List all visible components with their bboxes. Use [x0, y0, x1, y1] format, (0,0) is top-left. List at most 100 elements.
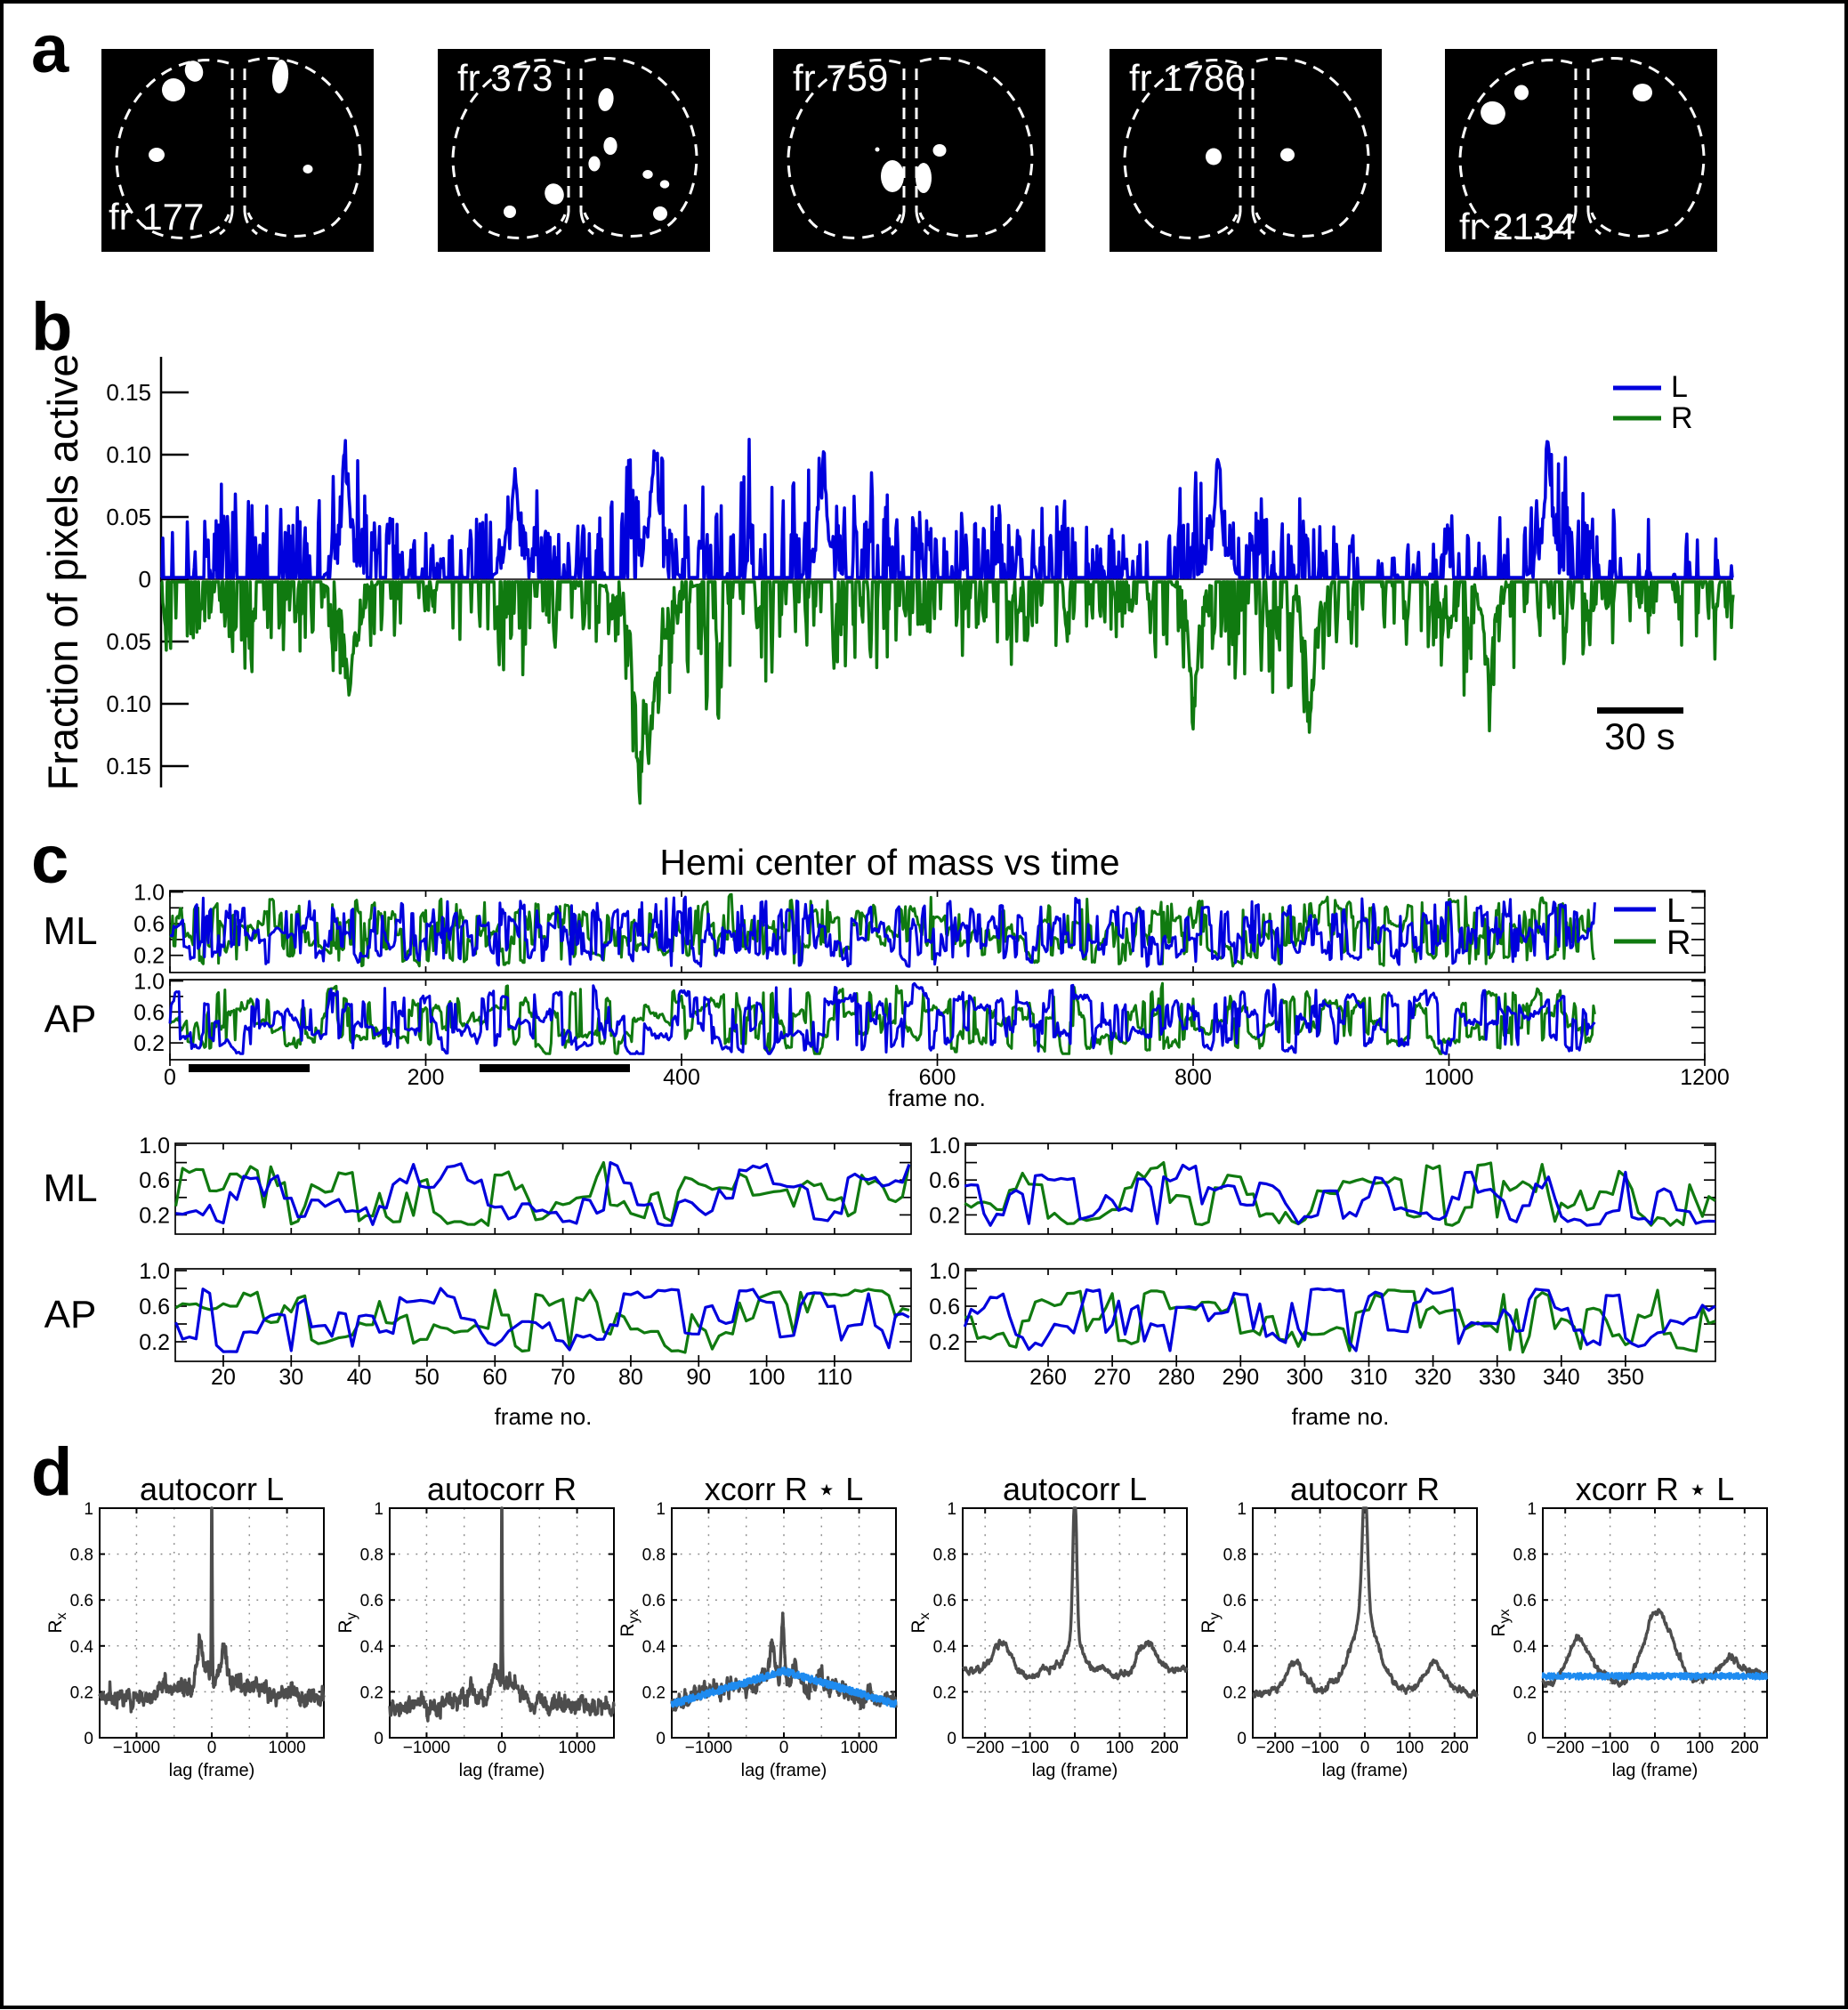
- svg-text:100: 100: [1106, 1739, 1134, 1757]
- svg-text:L: L: [1671, 370, 1688, 404]
- svg-text:0.10: 0.10: [106, 441, 151, 468]
- svg-text:0: 0: [947, 1730, 956, 1748]
- svg-text:1.0: 1.0: [139, 1259, 170, 1284]
- svg-text:340: 340: [1543, 1365, 1580, 1390]
- svg-text:400: 400: [663, 1065, 700, 1090]
- svg-text:0: 0: [374, 1730, 383, 1748]
- svg-text:280: 280: [1158, 1365, 1195, 1390]
- svg-text:100: 100: [1396, 1739, 1424, 1757]
- svg-text:0.6: 0.6: [1223, 1592, 1247, 1610]
- svg-text:1.0: 1.0: [929, 1134, 960, 1158]
- svg-text:Fraction of pixels active: Fraction of pixels active: [39, 353, 86, 790]
- svg-text:0.15: 0.15: [106, 379, 151, 406]
- svg-text:lag (frame): lag (frame): [1612, 1761, 1699, 1780]
- svg-text:0.8: 0.8: [642, 1546, 666, 1565]
- svg-text:fr 2134: fr 2134: [1459, 206, 1576, 247]
- svg-text:frame no.: frame no.: [888, 1085, 986, 1111]
- svg-text:320: 320: [1415, 1365, 1452, 1390]
- svg-text:270: 270: [1093, 1365, 1131, 1390]
- svg-text:0.4: 0.4: [1513, 1638, 1537, 1657]
- svg-text:0.6: 0.6: [929, 1295, 960, 1320]
- svg-text:30 s: 30 s: [1604, 715, 1674, 757]
- svg-text:330: 330: [1479, 1365, 1516, 1390]
- svg-text:0: 0: [1650, 1739, 1660, 1757]
- svg-text:0: 0: [84, 1730, 93, 1748]
- svg-text:−1000: −1000: [403, 1739, 450, 1757]
- svg-text:0.8: 0.8: [1223, 1546, 1247, 1565]
- svg-text:Hemi center of mass vs time: Hemi center of mass vs time: [659, 842, 1119, 883]
- svg-text:0.10: 0.10: [106, 690, 151, 717]
- svg-text:1000: 1000: [558, 1739, 595, 1757]
- svg-text:1.0: 1.0: [929, 1259, 960, 1284]
- svg-text:0.8: 0.8: [360, 1546, 383, 1565]
- svg-text:autocorr L: autocorr L: [1003, 1471, 1147, 1507]
- svg-text:−1000: −1000: [685, 1739, 732, 1757]
- svg-text:0: 0: [1360, 1739, 1370, 1757]
- svg-text:fr 759: fr 759: [793, 57, 888, 99]
- svg-text:1000: 1000: [840, 1739, 877, 1757]
- svg-text:0: 0: [779, 1739, 789, 1757]
- svg-text:1000: 1000: [268, 1739, 305, 1757]
- svg-text:0.6: 0.6: [133, 912, 165, 937]
- svg-text:frame no.: frame no.: [1292, 1403, 1390, 1430]
- svg-text:1.0: 1.0: [139, 1134, 170, 1158]
- svg-text:R: R: [1671, 401, 1693, 435]
- svg-text:fr 373: fr 373: [457, 57, 553, 99]
- svg-text:0.2: 0.2: [929, 1203, 960, 1228]
- svg-text:0.2: 0.2: [133, 944, 165, 969]
- svg-text:0.15: 0.15: [106, 753, 151, 779]
- svg-text:0.2: 0.2: [133, 1031, 165, 1056]
- svg-text:600: 600: [919, 1065, 956, 1090]
- svg-text:autocorr R: autocorr R: [427, 1471, 577, 1507]
- svg-text:0.8: 0.8: [70, 1546, 93, 1565]
- svg-text:−200: −200: [1546, 1739, 1585, 1757]
- svg-text:0.6: 0.6: [1513, 1592, 1537, 1610]
- svg-text:0: 0: [1070, 1739, 1080, 1757]
- svg-text:1: 1: [947, 1500, 956, 1519]
- svg-text:−100: −100: [1591, 1739, 1629, 1757]
- svg-text:ML: ML: [43, 909, 97, 953]
- svg-text:300: 300: [1287, 1365, 1324, 1390]
- svg-text:80: 80: [618, 1365, 643, 1390]
- svg-text:200: 200: [408, 1065, 445, 1090]
- svg-text:0.4: 0.4: [1223, 1638, 1247, 1657]
- svg-text:40: 40: [347, 1365, 372, 1390]
- svg-text:0: 0: [1527, 1730, 1537, 1748]
- svg-text:0.2: 0.2: [933, 1683, 956, 1702]
- svg-text:200: 200: [1440, 1739, 1469, 1757]
- svg-text:L: L: [1666, 892, 1685, 930]
- svg-text:100: 100: [1686, 1739, 1715, 1757]
- svg-text:290: 290: [1222, 1365, 1259, 1390]
- svg-text:310: 310: [1351, 1365, 1388, 1390]
- svg-text:c: c: [31, 822, 69, 898]
- svg-text:lag (frame): lag (frame): [1322, 1761, 1408, 1780]
- svg-text:0: 0: [139, 566, 151, 593]
- svg-text:R: R: [1666, 924, 1691, 962]
- svg-text:fr 177: fr 177: [109, 196, 204, 238]
- svg-text:lag (frame): lag (frame): [169, 1761, 255, 1780]
- svg-text:350: 350: [1607, 1365, 1644, 1390]
- svg-text:0.6: 0.6: [642, 1592, 666, 1610]
- svg-text:0: 0: [656, 1730, 666, 1748]
- svg-text:1000: 1000: [1424, 1065, 1474, 1090]
- svg-text:autocorr L: autocorr L: [140, 1471, 284, 1507]
- svg-text:0: 0: [207, 1739, 217, 1757]
- svg-text:200: 200: [1150, 1739, 1179, 1757]
- svg-text:800: 800: [1174, 1065, 1212, 1090]
- svg-text:0.4: 0.4: [642, 1638, 666, 1657]
- svg-text:−200: −200: [966, 1739, 1005, 1757]
- svg-text:0.6: 0.6: [70, 1592, 93, 1610]
- svg-text:−100: −100: [1011, 1739, 1049, 1757]
- svg-text:ML: ML: [43, 1166, 97, 1210]
- svg-text:AP: AP: [44, 997, 97, 1041]
- svg-text:−100: −100: [1301, 1739, 1339, 1757]
- svg-text:0.4: 0.4: [933, 1638, 957, 1657]
- svg-text:−200: −200: [1256, 1739, 1295, 1757]
- svg-text:70: 70: [551, 1365, 576, 1390]
- svg-text:110: 110: [817, 1365, 852, 1390]
- svg-text:d: d: [31, 1434, 72, 1510]
- svg-text:0.8: 0.8: [933, 1546, 956, 1565]
- svg-text:0.6: 0.6: [929, 1168, 960, 1193]
- svg-text:0.2: 0.2: [1513, 1683, 1537, 1702]
- svg-text:1: 1: [1527, 1500, 1537, 1519]
